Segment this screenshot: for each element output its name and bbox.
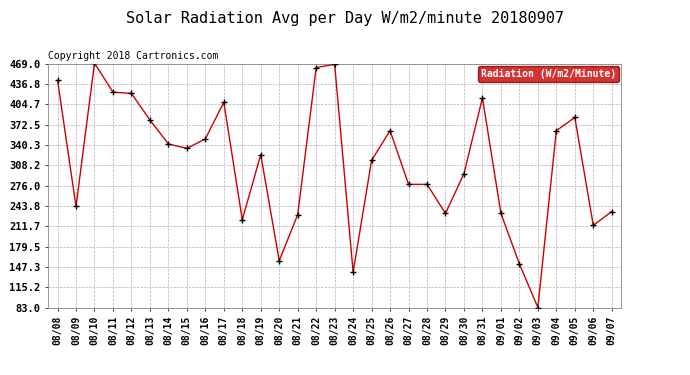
Legend: Radiation (W/m2/Minute): Radiation (W/m2/Minute) <box>478 66 619 81</box>
Text: Solar Radiation Avg per Day W/m2/minute 20180907: Solar Radiation Avg per Day W/m2/minute … <box>126 11 564 26</box>
Text: Copyright 2018 Cartronics.com: Copyright 2018 Cartronics.com <box>48 51 219 61</box>
